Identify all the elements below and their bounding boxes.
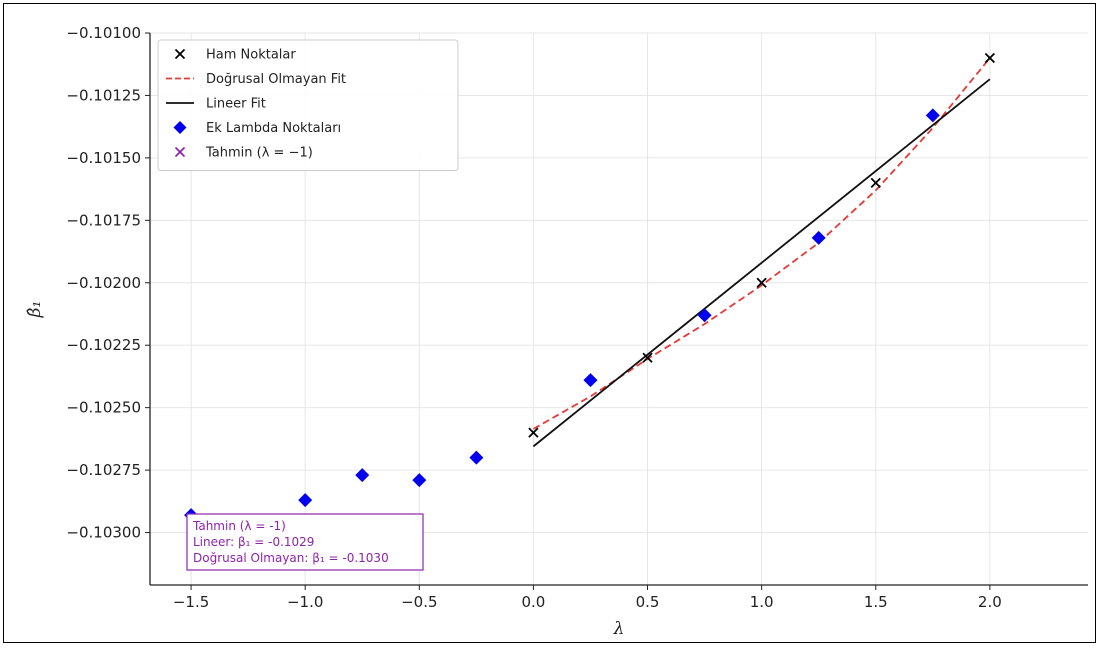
x-tick-label-4: 0.5 <box>636 593 660 611</box>
y-tick-label-1: −0.10125 <box>66 86 141 104</box>
legend-handle-3 <box>173 121 187 134</box>
series-0-point-0 <box>528 427 539 438</box>
x-tick-label-1: −1.0 <box>287 593 323 611</box>
series-0-point-2 <box>756 277 767 288</box>
annotation-border <box>186 513 424 571</box>
series-0-point-1-stroke-b <box>642 352 653 363</box>
y-tick-label-2: −0.10150 <box>66 149 141 167</box>
legend-label-1: Doğrusal Olmayan Fit <box>206 72 346 87</box>
series <box>184 52 996 523</box>
axes <box>149 33 1088 586</box>
series-0-point-2-stroke-b <box>756 277 767 288</box>
series-0-point-3 <box>870 177 881 189</box>
legend-label-2: Lineer Fit <box>206 97 266 112</box>
x-tick-label-3: 0.0 <box>521 593 545 611</box>
legend-label-4: Tahmin (λ = −1) <box>205 146 313 161</box>
y-tick-label-3: −0.10175 <box>66 211 141 229</box>
x-tick-label-7: 2.0 <box>978 593 1002 611</box>
y-tick-label-8: −0.10300 <box>66 524 141 542</box>
annotation-box: Tahmin (λ = -1) Lineer: β₁ = -0.1029 Doğ… <box>186 513 424 571</box>
y-tick-label-4: −0.10200 <box>66 274 141 292</box>
series-line-2 <box>532 78 991 448</box>
x-tick-label-6: 1.5 <box>864 593 888 611</box>
y-axis-label: β̂₁ <box>25 301 45 319</box>
legend: Ham Noktalar Doğrusal Olmayan Fit Lineer F… <box>157 39 459 171</box>
series-3-point-1 <box>298 493 313 508</box>
ticks: −1.5 −1.0 −0.5 0.0 0.5 1.0 1.5 2.0 −0.10100 −0.10… <box>66 24 1001 611</box>
legend-label-0: Ham Noktalar <box>206 48 296 63</box>
series-0-point-4-stroke-b <box>984 52 996 64</box>
y-tick-label-5: −0.10225 <box>66 336 141 354</box>
series-3-point-2 <box>355 468 370 483</box>
annotation-line-linear: Lineer: β₁ = -0.1029 <box>193 535 314 549</box>
series-line-1 <box>532 57 991 430</box>
annotation-line-title: Tahmin (λ = -1) <box>192 519 286 533</box>
series-0-point-3-stroke-b <box>870 177 881 189</box>
x-tick-label-2: −0.5 <box>401 593 437 611</box>
series-3-point-6 <box>697 308 712 323</box>
y-tick-label-7: −0.10275 <box>66 461 141 479</box>
y-tick-label-0: −0.10100 <box>66 24 141 42</box>
series-0-point-4 <box>984 52 996 64</box>
x-tick-label-0: −1.5 <box>173 593 209 611</box>
legend-handle-0-stroke-b <box>174 48 186 60</box>
x-axis-label: λ <box>613 619 625 639</box>
legend-handle-4-stroke-b <box>174 146 186 158</box>
series-3-point-7 <box>811 230 826 245</box>
y-tick-label-6: −0.10250 <box>66 399 141 417</box>
series-3-point-5 <box>583 373 598 388</box>
series-0-point-1 <box>642 352 653 363</box>
legend-handle-0 <box>174 48 186 60</box>
legend-label-3: Ek Lambda Noktaları <box>206 121 341 136</box>
x-tick-label-5: 1.0 <box>750 593 774 611</box>
series-3-point-8 <box>925 108 940 123</box>
series-3-point-4 <box>469 450 484 465</box>
annotation-line-nonlinear: Doğrusal Olmayan: β₁ = -0.1030 <box>193 551 389 565</box>
series-3-point-3 <box>412 473 427 488</box>
legend-box <box>157 39 459 171</box>
series-0-point-0-stroke-b <box>528 427 539 438</box>
legend-handle-4 <box>174 146 186 158</box>
